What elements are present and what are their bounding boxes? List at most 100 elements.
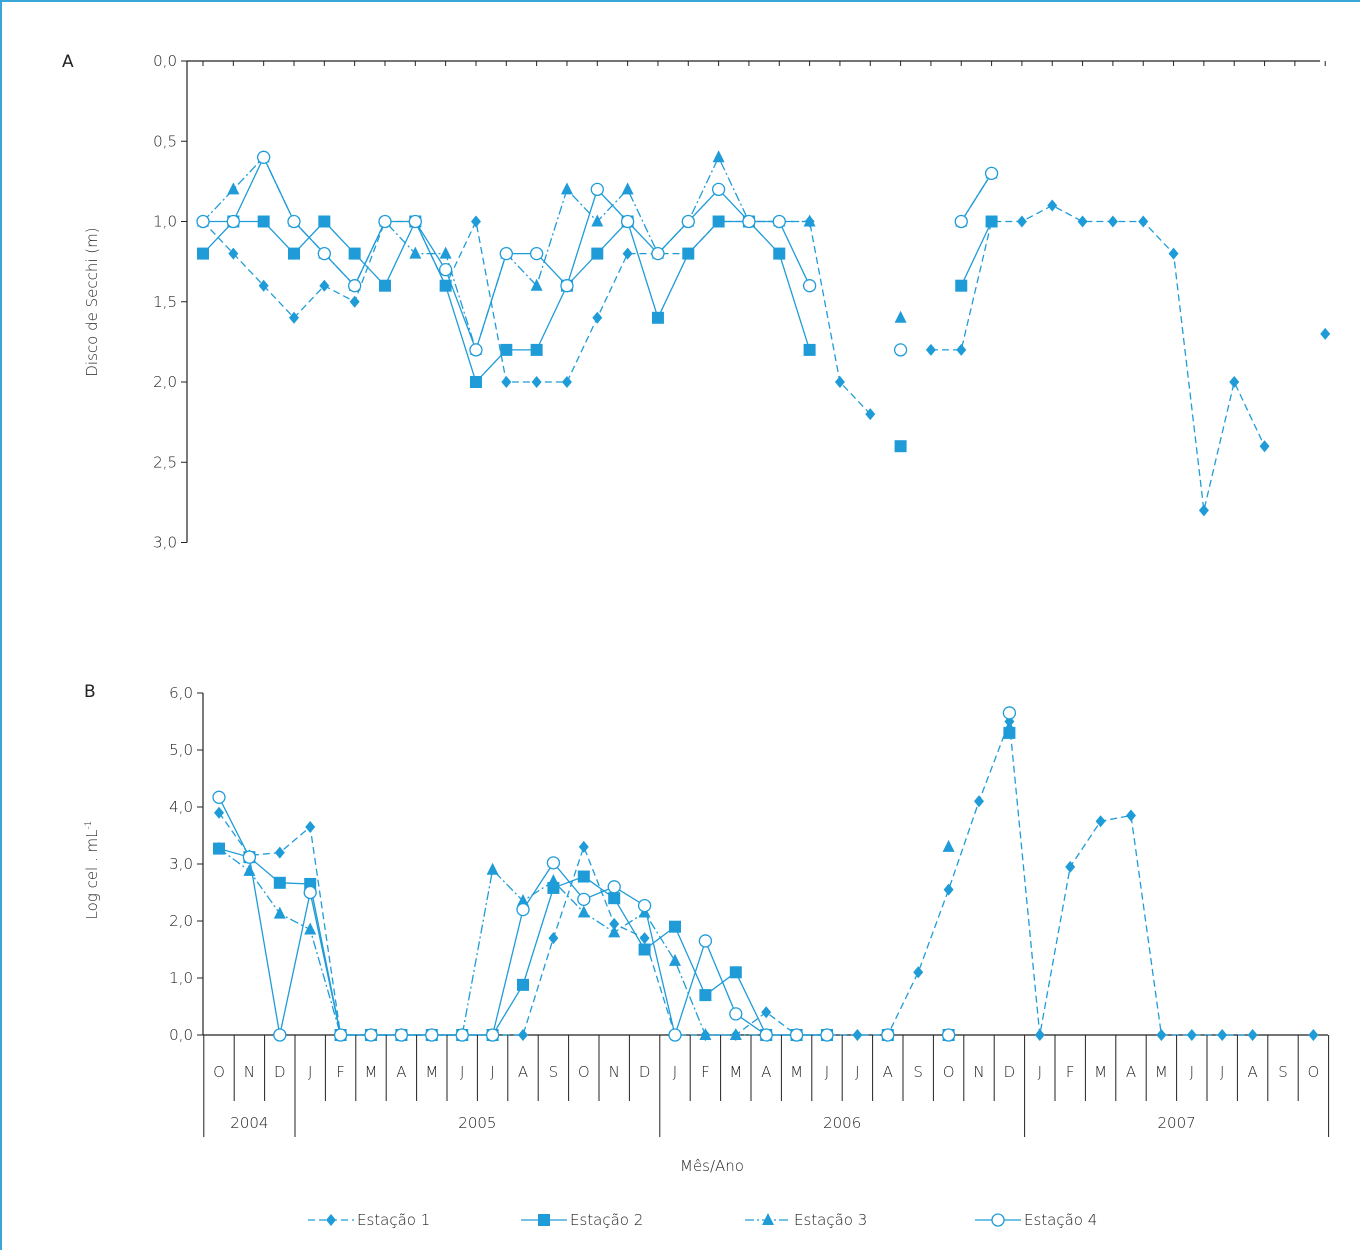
month-label: O	[943, 1063, 955, 1081]
series-a-3-marker	[227, 182, 240, 195]
series-a-2-marker	[469, 376, 482, 388]
series-a-1-marker	[319, 279, 330, 292]
series-a-2-marker	[348, 247, 361, 260]
y-tick-label-b: 1,0	[169, 969, 193, 987]
month-label: J	[855, 1063, 859, 1081]
series-a-2-line	[960, 221, 993, 286]
month-label: N	[609, 1063, 620, 1081]
series-a-4-marker	[378, 214, 392, 229]
month-label: M	[1094, 1063, 1107, 1081]
month-label: J	[1220, 1063, 1224, 1081]
series-b-3-marker	[1003, 720, 1016, 733]
month-label: D	[639, 1063, 651, 1081]
series-a-2-marker	[955, 279, 968, 292]
series-b-4-marker	[546, 856, 561, 870]
series-a-3-marker	[439, 246, 452, 259]
series-b-4-marker	[789, 1028, 804, 1042]
series-b-4-marker	[485, 1028, 500, 1042]
series-a-2-marker	[682, 247, 695, 260]
legend: Estação 1 Estação 2 Estação 3 Estação 4	[308, 1211, 1097, 1229]
month-label: J	[308, 1063, 312, 1081]
series-b-3-line	[218, 848, 827, 1036]
series-a-2-marker	[439, 279, 452, 292]
y-tick-label-b: 6,0	[169, 684, 193, 702]
legend-marker	[762, 1213, 774, 1225]
month-label: F	[336, 1063, 345, 1081]
series-a-4-marker	[560, 279, 574, 293]
series-a-4-marker	[772, 214, 786, 229]
series-a-1-marker	[531, 376, 542, 388]
series-a-1-marker	[925, 343, 936, 356]
series-a-2-marker	[197, 247, 209, 260]
series-a-1-marker	[561, 376, 572, 388]
series-b-1-marker	[761, 1006, 772, 1019]
series-a-1-marker	[470, 215, 481, 228]
series-a-4-marker	[651, 246, 665, 261]
legend-label: Estação 2	[570, 1211, 643, 1229]
month-label: S	[913, 1063, 923, 1081]
month-label: S	[1278, 1063, 1288, 1081]
series-b-2-marker	[517, 978, 529, 991]
series-a-3-marker	[409, 246, 422, 259]
month-label: J	[825, 1063, 829, 1081]
series-a-1-marker	[1168, 247, 1179, 260]
month-label: N	[244, 1063, 255, 1081]
series-a-1-marker	[1138, 215, 1149, 228]
series-a-1-marker	[258, 279, 269, 292]
series-b-2-marker	[638, 943, 651, 956]
series-a-3-marker	[712, 150, 725, 163]
series-b-4-marker	[698, 934, 713, 948]
series-a-1-marker	[349, 295, 360, 308]
series-b-4-marker	[333, 1028, 348, 1042]
y-tick-label-a: 1,0	[153, 213, 177, 231]
series-b-2-line	[218, 847, 827, 1036]
series-a-4-marker	[681, 214, 695, 229]
series-a-2-line	[202, 219, 811, 384]
series-a-1-marker	[228, 247, 239, 260]
y-tick-label-a: 2,5	[153, 453, 177, 471]
series-b-2-marker	[273, 876, 286, 889]
month-label: F	[701, 1063, 710, 1081]
series-b-4-marker	[1002, 706, 1017, 720]
series-b-3-marker	[273, 906, 286, 919]
series-b-4-marker	[212, 790, 226, 804]
month-label: A	[518, 1063, 528, 1081]
series-a-1-line	[930, 204, 1266, 511]
x-axis-table: O N D J F M A M J J A S O N D J F M A M J J A S O N D J F M A M J J A S O200…	[203, 1035, 1330, 1137]
panel-a: 0,0 0,5 1,0 1,5 2,0 2,5 3,0	[153, 52, 1331, 552]
panel-label-b: B	[84, 682, 96, 702]
series-b-1-marker	[214, 806, 224, 819]
series-a-2-marker	[500, 343, 513, 356]
month-label: M	[790, 1063, 803, 1081]
y-tick-label-a: 0,0	[153, 52, 177, 70]
series-a-1-marker	[1229, 376, 1240, 388]
month-label: A	[1126, 1063, 1136, 1081]
series-a-4-marker	[590, 182, 604, 197]
series-b-4-marker	[516, 902, 530, 917]
series-a-2-marker	[773, 247, 786, 260]
panel-label-a: A	[62, 52, 74, 72]
series-b-1-line	[218, 721, 1253, 1036]
series-b-2-marker	[608, 892, 621, 905]
series-b-4-marker	[637, 898, 652, 913]
series-a-1-marker	[1047, 199, 1058, 212]
panel-b: 0,0 1,0 2,0 3,0 4,0 5,0 6,0	[169, 684, 1328, 1044]
series-a-4-marker	[499, 246, 513, 261]
series-a-2-marker	[803, 343, 816, 356]
series-a-2-marker	[651, 311, 664, 324]
month-label: A	[761, 1063, 771, 1081]
series-b-3-marker	[699, 1028, 712, 1040]
series-b-1-marker	[1308, 1029, 1319, 1041]
series-a-1-marker	[1320, 327, 1331, 340]
series-b-4-marker	[668, 1028, 682, 1042]
month-label: O	[213, 1063, 225, 1081]
series-a-1-marker	[834, 376, 845, 388]
series-a-1-marker	[1198, 504, 1209, 517]
series-b-4-marker	[303, 885, 317, 900]
series-b-4-marker	[729, 1007, 743, 1021]
series-a-3-marker	[530, 278, 543, 291]
series-a-4-marker	[984, 166, 999, 181]
series-b-1-marker	[1156, 1029, 1167, 1041]
series-b-4-marker	[820, 1028, 834, 1042]
